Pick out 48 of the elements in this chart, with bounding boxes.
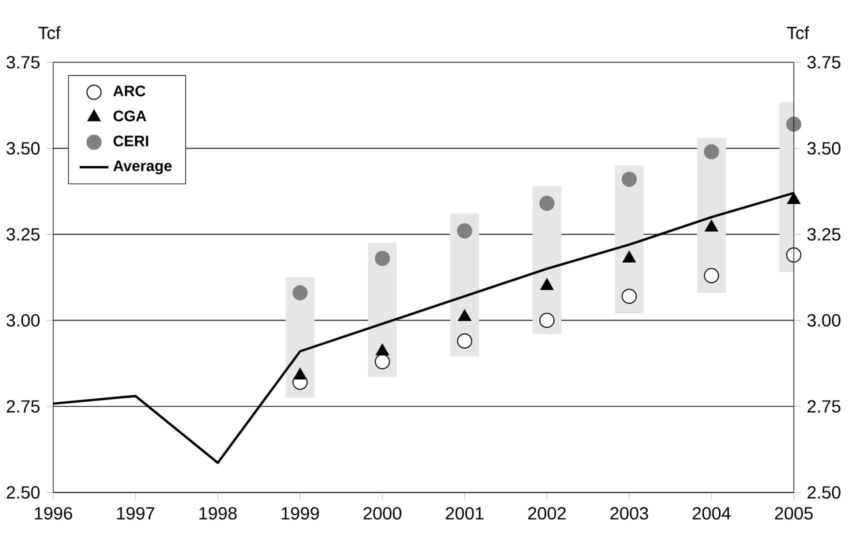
y-tick-label: 3.50	[6, 142, 40, 155]
point	[704, 144, 720, 160]
y2-tick-label: 3.00	[807, 314, 840, 327]
legend-label: CERI	[114, 136, 148, 147]
point	[539, 312, 554, 328]
y2-tick-label: 3.50	[807, 142, 840, 155]
x-tick-label: 1999	[282, 507, 319, 520]
point	[292, 285, 308, 301]
point	[704, 268, 720, 284]
point	[458, 310, 472, 322]
y-tick-label: 2.50	[6, 486, 40, 499]
y2-tick-label: 2.75	[808, 400, 840, 413]
y-axis-title: Tcf	[38, 26, 61, 40]
y2-axis-title: Tcf	[786, 26, 810, 40]
x-tick-label: 2000	[364, 507, 402, 520]
point	[457, 223, 472, 239]
point	[457, 334, 472, 349]
x-tick-label: 2003	[610, 507, 648, 520]
x-tick-label: 2005	[775, 507, 813, 520]
point	[374, 354, 390, 370]
y-tick-label: 3.25	[6, 228, 40, 241]
point	[786, 116, 802, 132]
x-tick-label: 1996	[34, 507, 72, 520]
x-tick-label: 1998	[199, 507, 237, 520]
legend-label: Average	[113, 160, 172, 174]
point	[622, 251, 636, 263]
point	[787, 192, 800, 204]
y-tick-label: 3.00	[6, 314, 40, 327]
legend-label: CGA	[114, 110, 146, 122]
point	[293, 368, 307, 380]
legend-label: ARC	[113, 86, 146, 97]
x-tick-label: 2004	[692, 507, 731, 520]
point	[376, 344, 389, 356]
x-tick-label: 1997	[117, 507, 154, 520]
x-tick-label: 2001	[446, 507, 484, 520]
y2-tick-label: 2.50	[808, 486, 840, 499]
point	[539, 196, 554, 212]
y2-tick-label: 3.25	[807, 228, 840, 241]
point	[786, 248, 802, 263]
y-tick-label: 3.75	[6, 56, 40, 69]
y2-tick-label: 3.75	[807, 56, 840, 69]
point	[622, 288, 637, 304]
point	[540, 278, 554, 290]
x-tick-label: 2002	[528, 507, 566, 520]
point	[374, 251, 390, 266]
point	[622, 172, 637, 188]
point	[704, 220, 718, 232]
y-tick-label: 2.75	[6, 400, 40, 413]
